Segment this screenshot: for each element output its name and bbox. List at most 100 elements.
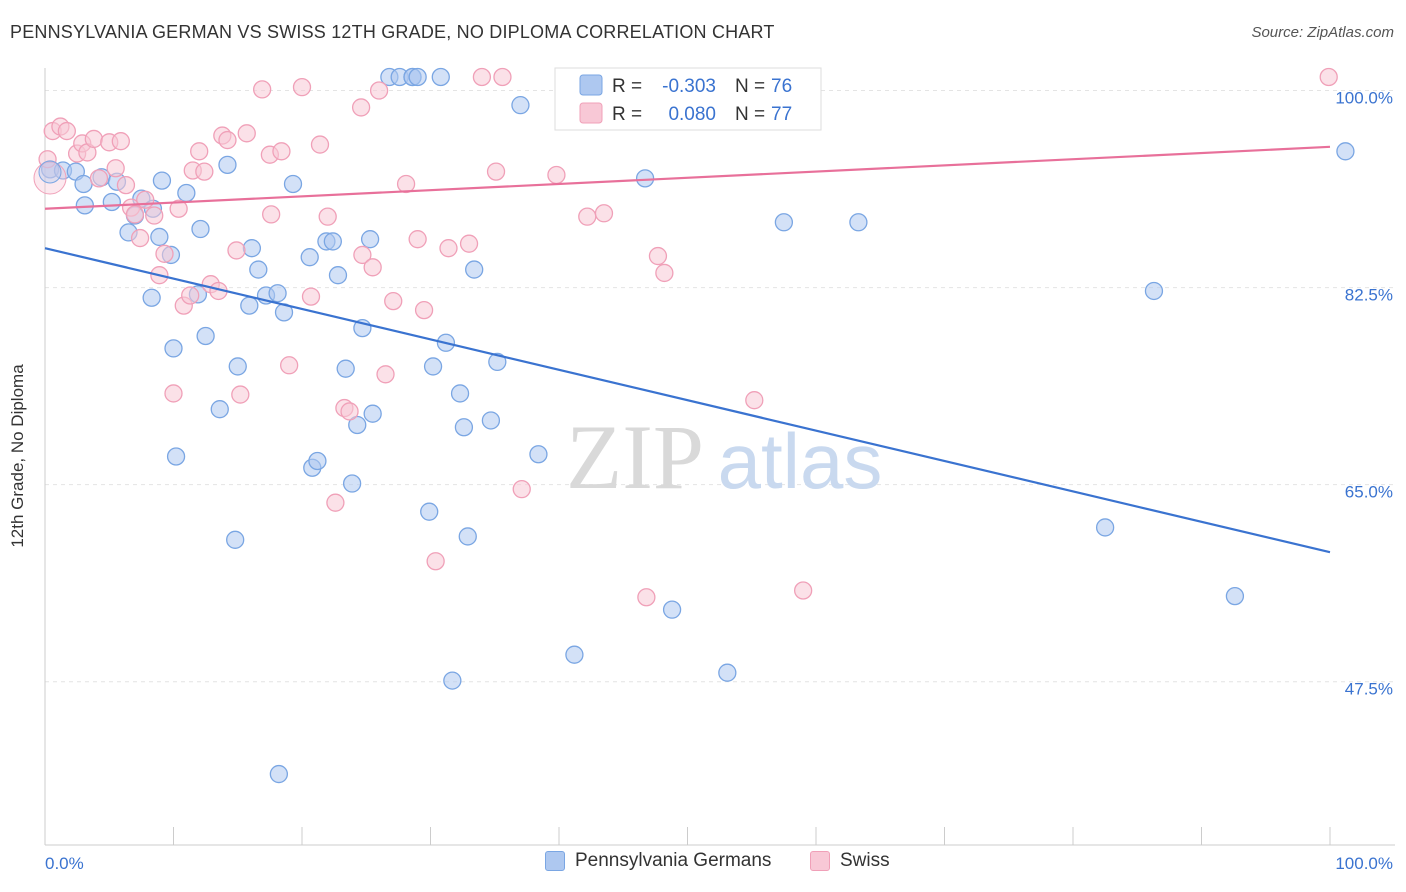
point-1-39 — [292, 77, 312, 97]
point-1-58 — [472, 67, 492, 87]
point-0-56 — [450, 384, 470, 403]
legend-n-value-1: 77 — [771, 104, 792, 125]
point-1-45 — [340, 402, 359, 421]
legend-item-pennsylvania-germans[interactable]: Pennsylvania Germans — [545, 850, 771, 872]
point-1-52 — [396, 174, 416, 194]
point-0-15 — [152, 171, 172, 190]
point-0-19 — [191, 219, 210, 239]
point-1-70 — [637, 588, 656, 607]
trend-line-1 — [44, 145, 1331, 210]
point-0-62 — [511, 96, 530, 115]
point-0-42 — [348, 415, 367, 435]
point-0-26 — [240, 296, 259, 315]
watermark-atlas: atlas — [718, 417, 883, 505]
point-1-40 — [301, 287, 321, 306]
point-0-69 — [774, 213, 794, 232]
point-0-72 — [1144, 281, 1164, 301]
point-1-54 — [414, 300, 434, 320]
point-1-62 — [547, 165, 566, 185]
point-0-16 — [164, 339, 183, 358]
point-1-74 — [745, 391, 764, 410]
point-1-7 — [84, 129, 103, 149]
legend-r-label-1: R = — [612, 104, 642, 125]
point-cluster-swiss — [33, 161, 67, 195]
point-1-55 — [426, 552, 445, 571]
point-1-42 — [318, 207, 337, 226]
point-0-65 — [635, 169, 655, 188]
point-0-4 — [75, 196, 94, 215]
point-1-37 — [272, 142, 291, 161]
point-0-74 — [1336, 142, 1355, 161]
legend-swatch-pink — [810, 851, 830, 871]
point-1-47 — [353, 245, 372, 265]
tick-labels: 47.5% 65.0% 82.5% 100.0% 0.0% 100.0% — [45, 89, 1393, 873]
x-tick-label-0: 0.0% — [45, 854, 84, 873]
point-1-50 — [376, 365, 395, 384]
watermark-zip: ZIP — [566, 406, 704, 508]
point-1-19 — [155, 244, 174, 263]
point-0-53 — [431, 67, 450, 87]
point-1-21 — [169, 199, 188, 218]
series-legend: Pennsylvania Germans Swiss — [0, 850, 1406, 880]
point-0-71 — [1095, 518, 1115, 537]
point-0-24 — [226, 530, 245, 549]
watermark: ZIP atlas — [566, 406, 882, 508]
point-0-67 — [718, 663, 737, 682]
point-1-65 — [578, 207, 597, 226]
x-tick-label-1: 100.0% — [1335, 854, 1393, 873]
source-label: Source: ZipAtlas.com — [1251, 24, 1394, 41]
point-0-45 — [363, 404, 382, 423]
legend-label-swiss: Swiss — [840, 850, 890, 871]
point-1-16 — [136, 190, 155, 209]
point-1-11 — [111, 132, 130, 151]
point-0-44 — [360, 230, 380, 249]
point-0-17 — [166, 447, 186, 466]
point-1-41 — [310, 135, 330, 154]
gridlines — [45, 90, 1395, 683]
stats-legend: R = -0.303 N = 76 R = 0.080 N = 77 — [554, 67, 822, 131]
y-tick-label-2: 82.5% — [1345, 286, 1393, 305]
point-0-38 — [323, 232, 342, 251]
point-0-13 — [150, 227, 169, 247]
point-1-30 — [218, 130, 237, 150]
point-1-34 — [253, 80, 272, 99]
legend-r-label-0: R = — [612, 76, 642, 97]
point-1-12 — [116, 175, 136, 195]
point-1-51 — [384, 291, 403, 311]
point-0-61 — [488, 352, 507, 372]
point-0-18 — [177, 183, 196, 203]
point-0-52 — [423, 357, 443, 376]
axes — [44, 68, 1395, 846]
point-0-57 — [454, 418, 474, 437]
y-tick-label-0: 47.5% — [1345, 680, 1393, 699]
point-0-70 — [849, 213, 868, 232]
chart-title: PENNSYLVANIA GERMAN VS SWISS 12TH GRADE,… — [10, 22, 775, 42]
point-1-72 — [655, 263, 674, 283]
point-1-14 — [125, 205, 145, 224]
point-1-46 — [351, 98, 371, 117]
point-1-38 — [279, 356, 299, 375]
legend-n-value-0: 76 — [771, 76, 792, 97]
legend-item-swiss[interactable]: Swiss — [810, 850, 890, 872]
point-1-57 — [459, 234, 479, 253]
point-1-48 — [363, 258, 382, 277]
point-0-66 — [662, 600, 682, 619]
point-1-36 — [262, 205, 281, 224]
point-0-21 — [196, 326, 215, 346]
point-1-76 — [794, 581, 813, 600]
point-0-12 — [142, 288, 161, 307]
y-tick-label-1: 65.0% — [1345, 483, 1393, 502]
point-0-6 — [102, 192, 121, 212]
point-1-8 — [89, 169, 109, 188]
legend-r-value-0: -0.303 — [662, 76, 716, 97]
legend-n-label-1: N = — [735, 104, 765, 125]
point-1-31 — [227, 241, 246, 260]
point-1-77 — [1319, 67, 1338, 87]
point-1-32 — [231, 385, 250, 404]
point-1-61 — [512, 480, 531, 499]
point-1-20 — [164, 384, 183, 403]
point-0-60 — [481, 411, 501, 430]
point-1-10 — [106, 159, 125, 178]
point-0-59 — [465, 260, 484, 279]
